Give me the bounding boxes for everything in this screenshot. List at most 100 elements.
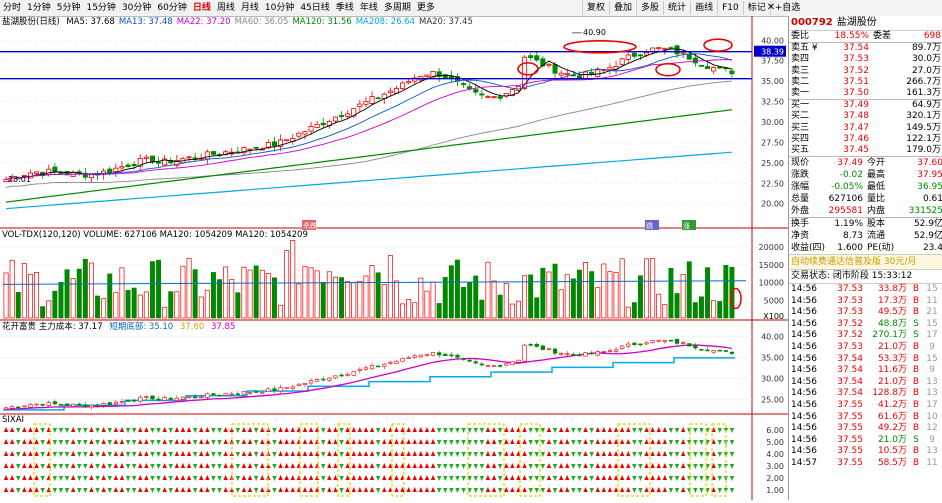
- toolbar-button-2[interactable]: 多股: [636, 1, 663, 15]
- tick-row-0[interactable]: 14:56 37.53 33.8万 B 15: [789, 284, 942, 296]
- tick-row-8[interactable]: 14:56 37.54 21.0万 B 13: [789, 377, 942, 389]
- sixai-arrow: [162, 475, 167, 480]
- period-tab-8[interactable]: 月线: [240, 3, 259, 13]
- sixai-arrow: [449, 452, 454, 457]
- period-tab-1[interactable]: 1分钟: [27, 3, 51, 13]
- cost-candle-body: [485, 365, 491, 367]
- tick-row-10[interactable]: 14:56 37.55 41.2万 B 17: [789, 400, 942, 412]
- period-tab-14[interactable]: 更多: [416, 3, 435, 13]
- period-tab-10[interactable]: 45日线: [300, 3, 330, 13]
- period-tab-4[interactable]: 30分钟: [121, 3, 152, 13]
- tick-row-1[interactable]: 14:56 37.53 17.3万 B 11: [789, 296, 942, 308]
- period-tab-2[interactable]: 5分钟: [56, 3, 81, 13]
- sixai-arrow: [113, 475, 119, 480]
- cost-tick-3: 25.00: [761, 395, 784, 404]
- sixai-arrow: [516, 475, 521, 480]
- volume-bar: [656, 293, 662, 319]
- quote-value: 1.600: [837, 243, 863, 254]
- sixai-arrow: [186, 463, 192, 468]
- period-tab-0[interactable]: 分时: [3, 3, 22, 13]
- tick-row-13[interactable]: 14:56 37.55 21.0万 S 9: [789, 435, 942, 447]
- sixai-arrow: [205, 475, 210, 480]
- cost-candle-body: [150, 395, 155, 400]
- sixai-arrow: [28, 463, 33, 468]
- volume-bar: [162, 306, 168, 319]
- sixai-arrow: [619, 487, 625, 492]
- toolbar-button-0[interactable]: 复权: [582, 1, 609, 15]
- sixai-arrow: [394, 463, 399, 468]
- sixai-arrow: [546, 451, 552, 456]
- sixai-box-5: [467, 423, 505, 497]
- cost-candle-body: [345, 373, 350, 376]
- sixai-arrow: [95, 452, 100, 457]
- candle-body: [625, 54, 631, 60]
- volume-bar: [253, 265, 259, 319]
- cost-candle-body: [491, 365, 497, 367]
- cost-candle-body: [424, 353, 430, 356]
- period-tab-13[interactable]: 多周期: [383, 3, 411, 13]
- sixai-arrow: [321, 464, 326, 469]
- tick-count: 17: [926, 400, 938, 410]
- period-tab-9[interactable]: 10分钟: [264, 3, 295, 13]
- period-tab-12[interactable]: 年线: [359, 3, 378, 13]
- close-icon[interactable]: ✕: [766, 2, 776, 13]
- period-tab-7[interactable]: 周线: [216, 3, 235, 13]
- tick-row-6[interactable]: 14:56 37.54 53.3万 B 15: [789, 354, 942, 366]
- tick-row-7[interactable]: 14:56 37.54 11.6万 B 9: [789, 365, 942, 377]
- sixai-arrow: [406, 439, 411, 444]
- sixai-arrow: [583, 439, 588, 444]
- sixai-arrow: [70, 439, 76, 444]
- sixai-arrow: [485, 439, 491, 444]
- sixai-arrow: [211, 476, 216, 481]
- sixai-arrow: [138, 463, 143, 468]
- sixai-arrow: [339, 476, 344, 481]
- sixai-arrow: [565, 487, 570, 492]
- tick-row-3[interactable]: 14:56 37.52 48.8万 S 15: [789, 319, 942, 331]
- tick-row-5[interactable]: 14:56 37.53 21.0万 B 9: [789, 342, 942, 354]
- kline-chart[interactable]: 40.00 37.50 35.00 32.50 30.00 27.50 25.00 22.50…: [0, 16, 788, 500]
- sixai-arrow: [363, 487, 369, 492]
- sixai-arrow: [705, 476, 710, 481]
- tick-row-14[interactable]: 14:56 37.55 10.5万 B 13: [789, 446, 942, 458]
- buy-row-3-cell-0: 买四: [791, 133, 810, 144]
- toolbar-button-1[interactable]: 叠加: [609, 1, 636, 15]
- tick-row-2[interactable]: 14:56 37.53 49.5万 B 21: [789, 307, 942, 319]
- chart-area[interactable]: 40.00 37.50 35.00 32.50 30.00 27.50 25.00 22.50…: [0, 16, 788, 500]
- period-tab-3[interactable]: 15分钟: [86, 3, 116, 13]
- sixai-arrow: [449, 476, 454, 481]
- tick-row-4[interactable]: 14:56 37.52 270.1万 S 17: [789, 330, 942, 342]
- cost-candle-body: [687, 343, 692, 347]
- toolbar-button-6[interactable]: 标记: [742, 1, 770, 15]
- sixai-arrow: [607, 463, 613, 468]
- sixai-arrow: [479, 428, 485, 433]
- sixai-arrow: [626, 451, 631, 456]
- toolbar-button-5[interactable]: F10: [717, 1, 743, 15]
- toolbar-button-3[interactable]: 统计: [663, 1, 690, 15]
- sixai-arrow: [607, 475, 613, 480]
- promo-banner[interactable]: 自动续费通达信普及版 30元/月: [789, 254, 942, 270]
- cost-candle-body: [369, 365, 375, 370]
- sixai-arrow: [77, 488, 82, 493]
- period-tab-11[interactable]: 季线: [335, 3, 354, 13]
- toolbar-button-4[interactable]: 画线: [690, 1, 717, 15]
- candle-body: [52, 166, 58, 172]
- volume-bar: [497, 294, 503, 319]
- sixai-arrow: [64, 452, 70, 457]
- tick-row-12[interactable]: 14:56 37.55 49.2万 B 12: [789, 423, 942, 435]
- sell-row-1-cell-1: 37.53: [843, 54, 869, 65]
- sixai-arrow: [131, 452, 137, 457]
- sell-row-2-cell-0: 卖三: [791, 65, 810, 76]
- cost-candle-body: [607, 349, 613, 352]
- sixai-arrow: [638, 428, 643, 433]
- sixai-arrow: [217, 428, 222, 433]
- buy-row-1: 买二 37.48 320.1万: [789, 111, 942, 122]
- volume-bar: [424, 290, 430, 319]
- tick-row-9[interactable]: 14:56 37.54 128.8万 B 13: [789, 388, 942, 400]
- toolbar-button-7[interactable]: +自选: [769, 1, 805, 15]
- tick-row-15[interactable]: 14:57 37.55 58.5万 B 11: [789, 458, 942, 470]
- tick-list[interactable]: 14:56 37.53 33.8万 B 15 14:56 37.53 17.3万 B 11 14:5…: [789, 284, 942, 470]
- period-tab-5[interactable]: 60分钟: [157, 3, 187, 13]
- volume-bar: [570, 278, 576, 319]
- period-tab-6[interactable]: 日线: [192, 3, 211, 13]
- tick-row-11[interactable]: 14:56 37.55 61.6万 B 10: [789, 412, 942, 424]
